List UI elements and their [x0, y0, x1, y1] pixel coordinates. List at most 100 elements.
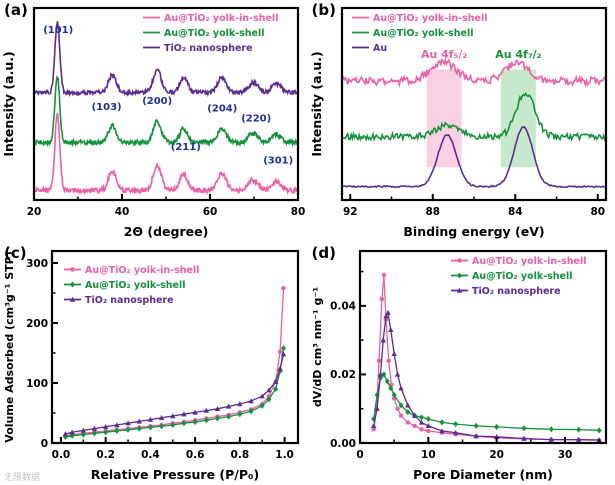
x-tick-label: 20 — [489, 449, 504, 461]
x-tick-label: 84 — [507, 206, 522, 218]
y-tick-label: 0.04 — [330, 300, 356, 312]
marker-triangle — [259, 392, 265, 398]
marker-diamond — [226, 413, 232, 420]
marker-triangle — [394, 371, 400, 377]
marker-circle — [277, 349, 283, 354]
marker-triangle — [397, 384, 404, 390]
marker-circle — [381, 272, 386, 277]
marker-circle — [70, 266, 75, 272]
marker-circle — [376, 358, 381, 363]
marker-diamond — [384, 377, 390, 384]
marker-diamond — [136, 425, 142, 432]
marker-diamond — [418, 413, 424, 420]
marker-diamond — [280, 344, 286, 351]
marker-triangle — [114, 421, 120, 427]
marker-triangle — [181, 410, 187, 416]
marker-diamond — [248, 407, 254, 414]
marker-diamond — [452, 420, 458, 427]
marker-circle — [456, 257, 462, 263]
marker-triangle — [380, 336, 386, 342]
x-tick-label: 80 — [291, 206, 306, 218]
marker-diamond — [398, 401, 403, 408]
marker-triangle — [272, 378, 279, 384]
marker-triangle — [411, 412, 417, 418]
x-tick-label: 40 — [115, 206, 130, 218]
x-axis-title: Binding energy (eV) — [403, 224, 544, 239]
marker-triangle — [520, 435, 527, 441]
y-axis-title: Intensity (a.u.) — [1, 51, 16, 156]
marker-triangle — [277, 365, 283, 371]
peak-label: (220) — [241, 113, 271, 124]
marker-diamond — [259, 402, 265, 409]
marker-circle — [379, 296, 384, 301]
marker-circle — [425, 428, 431, 433]
marker-diamond — [70, 281, 75, 287]
marker-diamond — [103, 428, 109, 435]
marker-triangle — [125, 419, 131, 425]
marker-diamond — [266, 395, 272, 402]
peak-label: (200) — [142, 96, 172, 107]
marker-diamond — [456, 272, 462, 278]
x-tick-label: 20 — [27, 206, 42, 218]
x-tick-label: 0.4 — [141, 449, 160, 461]
marker-circle — [394, 406, 400, 411]
legend-label: Au@TiO₂ yolk-shell — [373, 28, 474, 39]
marker-circle — [405, 419, 410, 425]
y-tick-label: 200 — [26, 317, 48, 329]
marker-triangle — [472, 432, 479, 438]
legend-label: Au — [373, 43, 387, 54]
marker-diamond — [170, 421, 176, 428]
marker-circle — [370, 426, 376, 431]
marker-diamond — [181, 419, 187, 426]
marker-diamond — [114, 427, 120, 434]
band-label: Au 4f₇/₂ — [495, 48, 541, 61]
y-tick-label: 0 — [41, 437, 48, 449]
xps-chart: 92 88 84 80 Binding energy (eV) Intensity (a.… — [309, 6, 607, 239]
panel-a-label: (a) — [4, 1, 28, 19]
marker-triangle — [280, 350, 287, 356]
x-tick-label: 0.8 — [231, 449, 250, 461]
legend-label: Au@TiO₂ yolk-in-shell — [472, 256, 586, 267]
marker-triangle — [548, 436, 554, 442]
marker-diamond — [387, 384, 393, 391]
marker-diamond — [147, 423, 153, 430]
marker-triangle — [225, 403, 232, 409]
panel-c-label: (c) — [4, 243, 27, 262]
marker-triangle — [214, 405, 221, 411]
peak-label: (301) — [263, 156, 293, 167]
marker-triangle — [387, 326, 393, 332]
marker-triangle — [438, 427, 445, 433]
marker-diamond — [548, 425, 554, 432]
pore-size-distribution-chart: 0 10 20 30 0.00 0.02 0.04 Pore Diameter (nm) dV/… — [311, 249, 607, 482]
marker-diamond — [125, 426, 131, 433]
marker-triangle — [170, 412, 176, 418]
y-tick-label: 100 — [26, 377, 48, 389]
marker-triangle — [266, 386, 272, 392]
marker-diamond — [374, 391, 380, 398]
marker-diamond — [159, 422, 165, 429]
marker-diamond — [596, 426, 602, 433]
legend-label: Au@TiO₂ yolk-in-shell — [164, 13, 278, 24]
marker-diamond — [237, 410, 243, 417]
x-tick-label: 0.0 — [52, 449, 71, 461]
marker-triangle — [404, 401, 411, 407]
marker-diamond — [214, 414, 220, 421]
legend-label: TiO₂ nanosphere — [85, 295, 174, 306]
series-line-pink — [372, 274, 599, 441]
marker-triangle — [575, 436, 581, 442]
series-line-pink — [34, 112, 298, 196]
y-axis-title: dV/dD cm³ nm⁻¹ g⁻¹ — [311, 286, 324, 406]
marker-triangle — [62, 430, 69, 436]
x-axis-title: 2Θ (degree) — [124, 224, 209, 239]
marker-triangle — [425, 422, 431, 428]
marker-triangle — [69, 428, 75, 434]
marker-triangle — [203, 407, 210, 413]
y-axis-title: Intensity (a.u.) — [309, 51, 324, 156]
marker-diamond — [521, 424, 526, 431]
x-tick-label: 0.6 — [186, 449, 205, 461]
marker-triangle — [493, 433, 499, 439]
x-tick-label: 80 — [590, 206, 605, 218]
marker-triangle — [452, 429, 458, 435]
marker-circle — [281, 285, 286, 290]
xrd-chart: 20 40 60 80 2Θ (degree) Intensity (a.u.) (101)… — [1, 6, 306, 239]
